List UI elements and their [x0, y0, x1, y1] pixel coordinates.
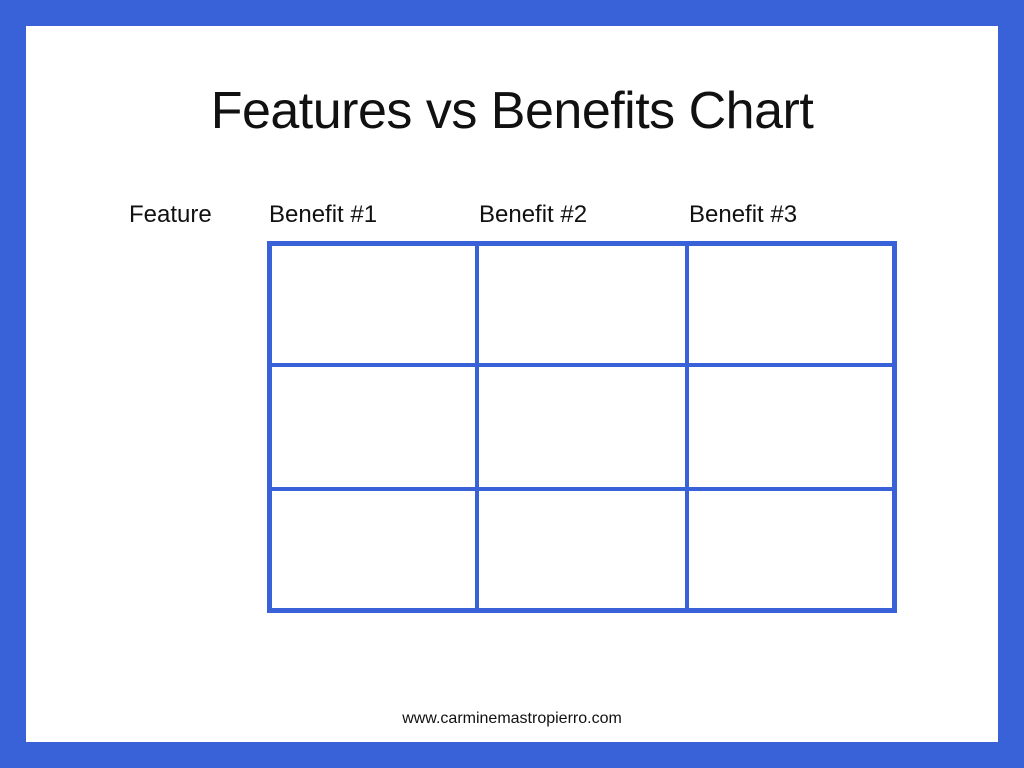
header-benefit-1: Benefit #1 [267, 201, 477, 229]
grid-cell [687, 241, 897, 365]
grid-cell [267, 241, 477, 365]
inner-panel: Features vs Benefits Chart Feature Benef… [26, 26, 998, 742]
feature-column-spacer [127, 241, 267, 613]
chart-title: Features vs Benefits Chart [211, 81, 814, 141]
grid-cell [477, 241, 687, 365]
grid-cell [477, 365, 687, 489]
grid-cell [687, 365, 897, 489]
grid-cell [687, 489, 897, 613]
header-feature: Feature [127, 201, 267, 229]
outer-frame: Features vs Benefits Chart Feature Benef… [0, 0, 1024, 768]
footer-url: www.carminemastropierro.com [26, 710, 998, 728]
header-benefit-3: Benefit #3 [687, 201, 897, 229]
grid-cell [477, 489, 687, 613]
header-benefit-2: Benefit #2 [477, 201, 687, 229]
table-headers-row: Feature Benefit #1 Benefit #2 Benefit #3 [127, 201, 897, 229]
grid-wrapper [127, 241, 897, 613]
benefits-grid [267, 241, 897, 613]
grid-cell [267, 489, 477, 613]
grid-cell [267, 365, 477, 489]
chart-area: Feature Benefit #1 Benefit #2 Benefit #3 [127, 201, 897, 613]
